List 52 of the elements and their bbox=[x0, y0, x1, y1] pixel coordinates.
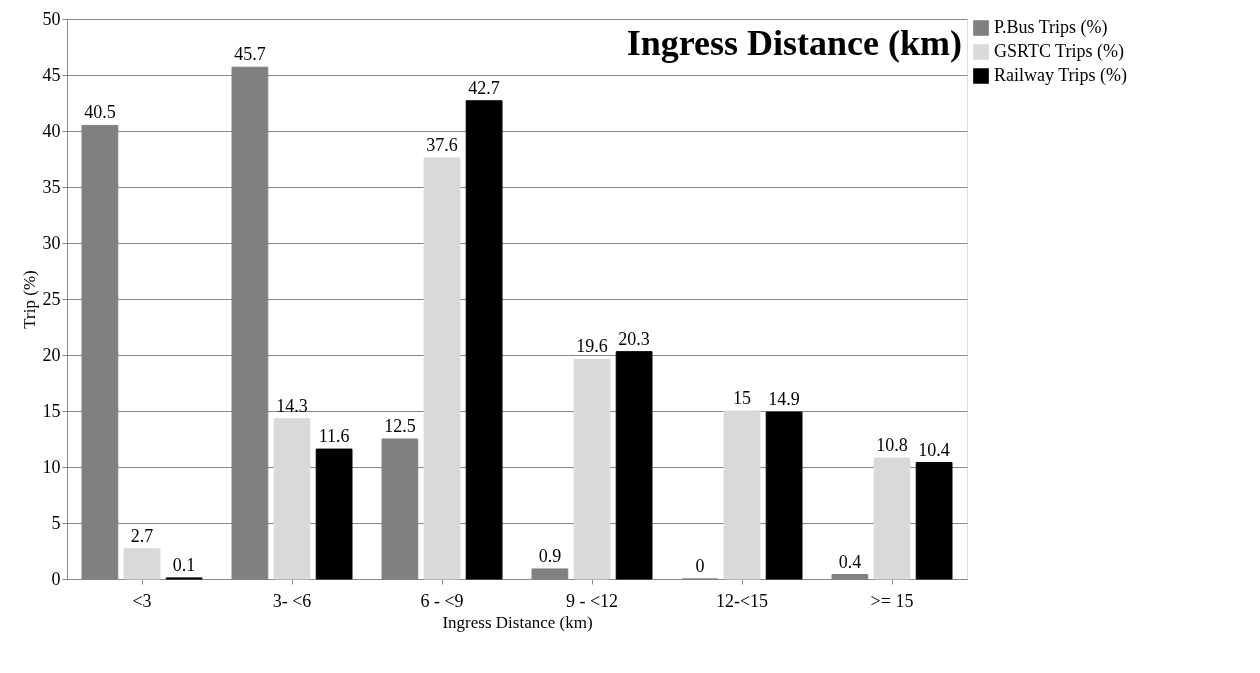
x-tick-label: 6 - <9 bbox=[420, 590, 464, 611]
bar bbox=[423, 157, 461, 580]
bar bbox=[273, 418, 311, 580]
data-label: 2.7 bbox=[130, 525, 154, 546]
data-label: 14.3 bbox=[276, 395, 308, 416]
chart-title: Ingress Distance (km) bbox=[626, 23, 962, 63]
bar bbox=[915, 462, 953, 580]
y-tick-label: 20 bbox=[42, 344, 61, 365]
data-label: 0.9 bbox=[538, 545, 562, 566]
data-label: 0.4 bbox=[838, 551, 862, 572]
data-label: 45.7 bbox=[234, 44, 266, 65]
data-label: 15 bbox=[733, 388, 751, 408]
bar bbox=[123, 548, 161, 580]
bar bbox=[873, 457, 911, 580]
legend-label: P.Bus Trips (%) bbox=[994, 17, 1108, 38]
y-tick-label: 50 bbox=[42, 8, 61, 29]
y-tick-label: 35 bbox=[42, 176, 61, 197]
data-label: 20.3 bbox=[618, 328, 650, 349]
bar bbox=[465, 100, 503, 580]
data-label: 12.5 bbox=[384, 416, 416, 436]
data-label: 40.5 bbox=[84, 102, 116, 123]
legend-label: Railway Trips (%) bbox=[994, 65, 1128, 86]
y-tick-label: 0 bbox=[51, 568, 61, 589]
x-tick-label: <3 bbox=[132, 590, 152, 611]
bar bbox=[573, 358, 611, 580]
legend-label: GSRTC Trips (%) bbox=[994, 41, 1124, 62]
bar bbox=[723, 410, 761, 580]
data-label: 37.6 bbox=[426, 134, 458, 155]
bar bbox=[615, 351, 653, 580]
y-axis-title: Trip (%) bbox=[19, 270, 39, 329]
data-label: 0.1 bbox=[172, 554, 196, 575]
y-tick-label: 45 bbox=[42, 64, 61, 85]
y-tick-label: 40 bbox=[42, 120, 61, 141]
data-label: 0 bbox=[695, 556, 705, 576]
data-label: 14.9 bbox=[768, 389, 800, 410]
bar bbox=[315, 448, 353, 580]
data-label: 10.8 bbox=[876, 435, 908, 456]
data-label: 19.6 bbox=[576, 336, 608, 357]
data-label: 11.6 bbox=[318, 426, 350, 447]
x-tick-label: >= 15 bbox=[870, 590, 914, 611]
x-tick-label: 12-<15 bbox=[715, 590, 769, 611]
x-tick-label: 3- <6 bbox=[272, 590, 312, 611]
bar bbox=[765, 411, 803, 580]
y-tick-label: 25 bbox=[42, 288, 61, 309]
y-tick-label: 30 bbox=[42, 232, 61, 253]
y-tick-label: 15 bbox=[42, 400, 61, 421]
x-tick-label: 9 - <12 bbox=[565, 590, 619, 611]
y-tick-label: 5 bbox=[51, 512, 61, 533]
y-tick-label: 10 bbox=[42, 456, 61, 477]
data-label: 42.7 bbox=[468, 77, 500, 98]
data-label: 10.4 bbox=[918, 439, 950, 460]
x-axis-title: Ingress Distance (km) bbox=[442, 612, 593, 632]
